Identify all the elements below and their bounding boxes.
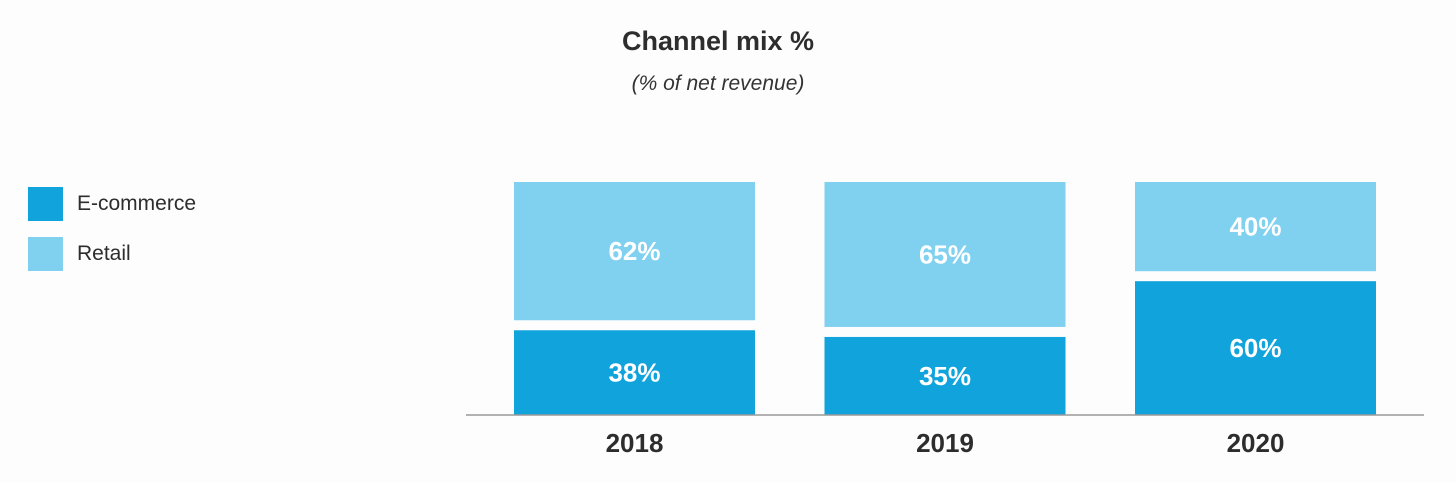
chart-subtitle: (% of net revenue) [631, 72, 805, 95]
bar-e-commerce-2018 [514, 330, 755, 415]
legend-swatch-retail [28, 237, 63, 271]
data-label-retail-2018: 62% [608, 236, 660, 266]
x-tick-label-2018: 2018 [606, 428, 664, 458]
data-label-e-commerce-2018: 38% [608, 358, 660, 388]
bar-retail-2020 [1135, 182, 1376, 272]
chart-title: Channel mix % [621, 26, 815, 56]
legend-item-retail: Retail [28, 237, 196, 271]
data-label-e-commerce-2019: 35% [919, 361, 971, 391]
data-label-e-commerce-2020: 60% [1229, 333, 1281, 363]
bar-e-commerce-2019 [824, 336, 1066, 415]
legend-label-retail: Retail [77, 242, 131, 265]
bar-retail-2019 [824, 182, 1066, 327]
legend-item-e-commerce: E-commerce [28, 187, 196, 221]
data-label-retail-2020: 40% [1229, 212, 1281, 242]
bar-retail-2018 [514, 182, 755, 321]
legend: E-commerce Retail [28, 187, 196, 287]
bar-e-commerce-2020 [1135, 281, 1376, 415]
legend-label-e-commerce: E-commerce [77, 192, 197, 215]
x-tick-label-2020: 2020 [1227, 428, 1285, 458]
x-tick-label-2019: 2019 [916, 428, 974, 458]
data-label-retail-2019: 65% [919, 239, 971, 269]
legend-swatch-e-commerce [28, 187, 63, 221]
